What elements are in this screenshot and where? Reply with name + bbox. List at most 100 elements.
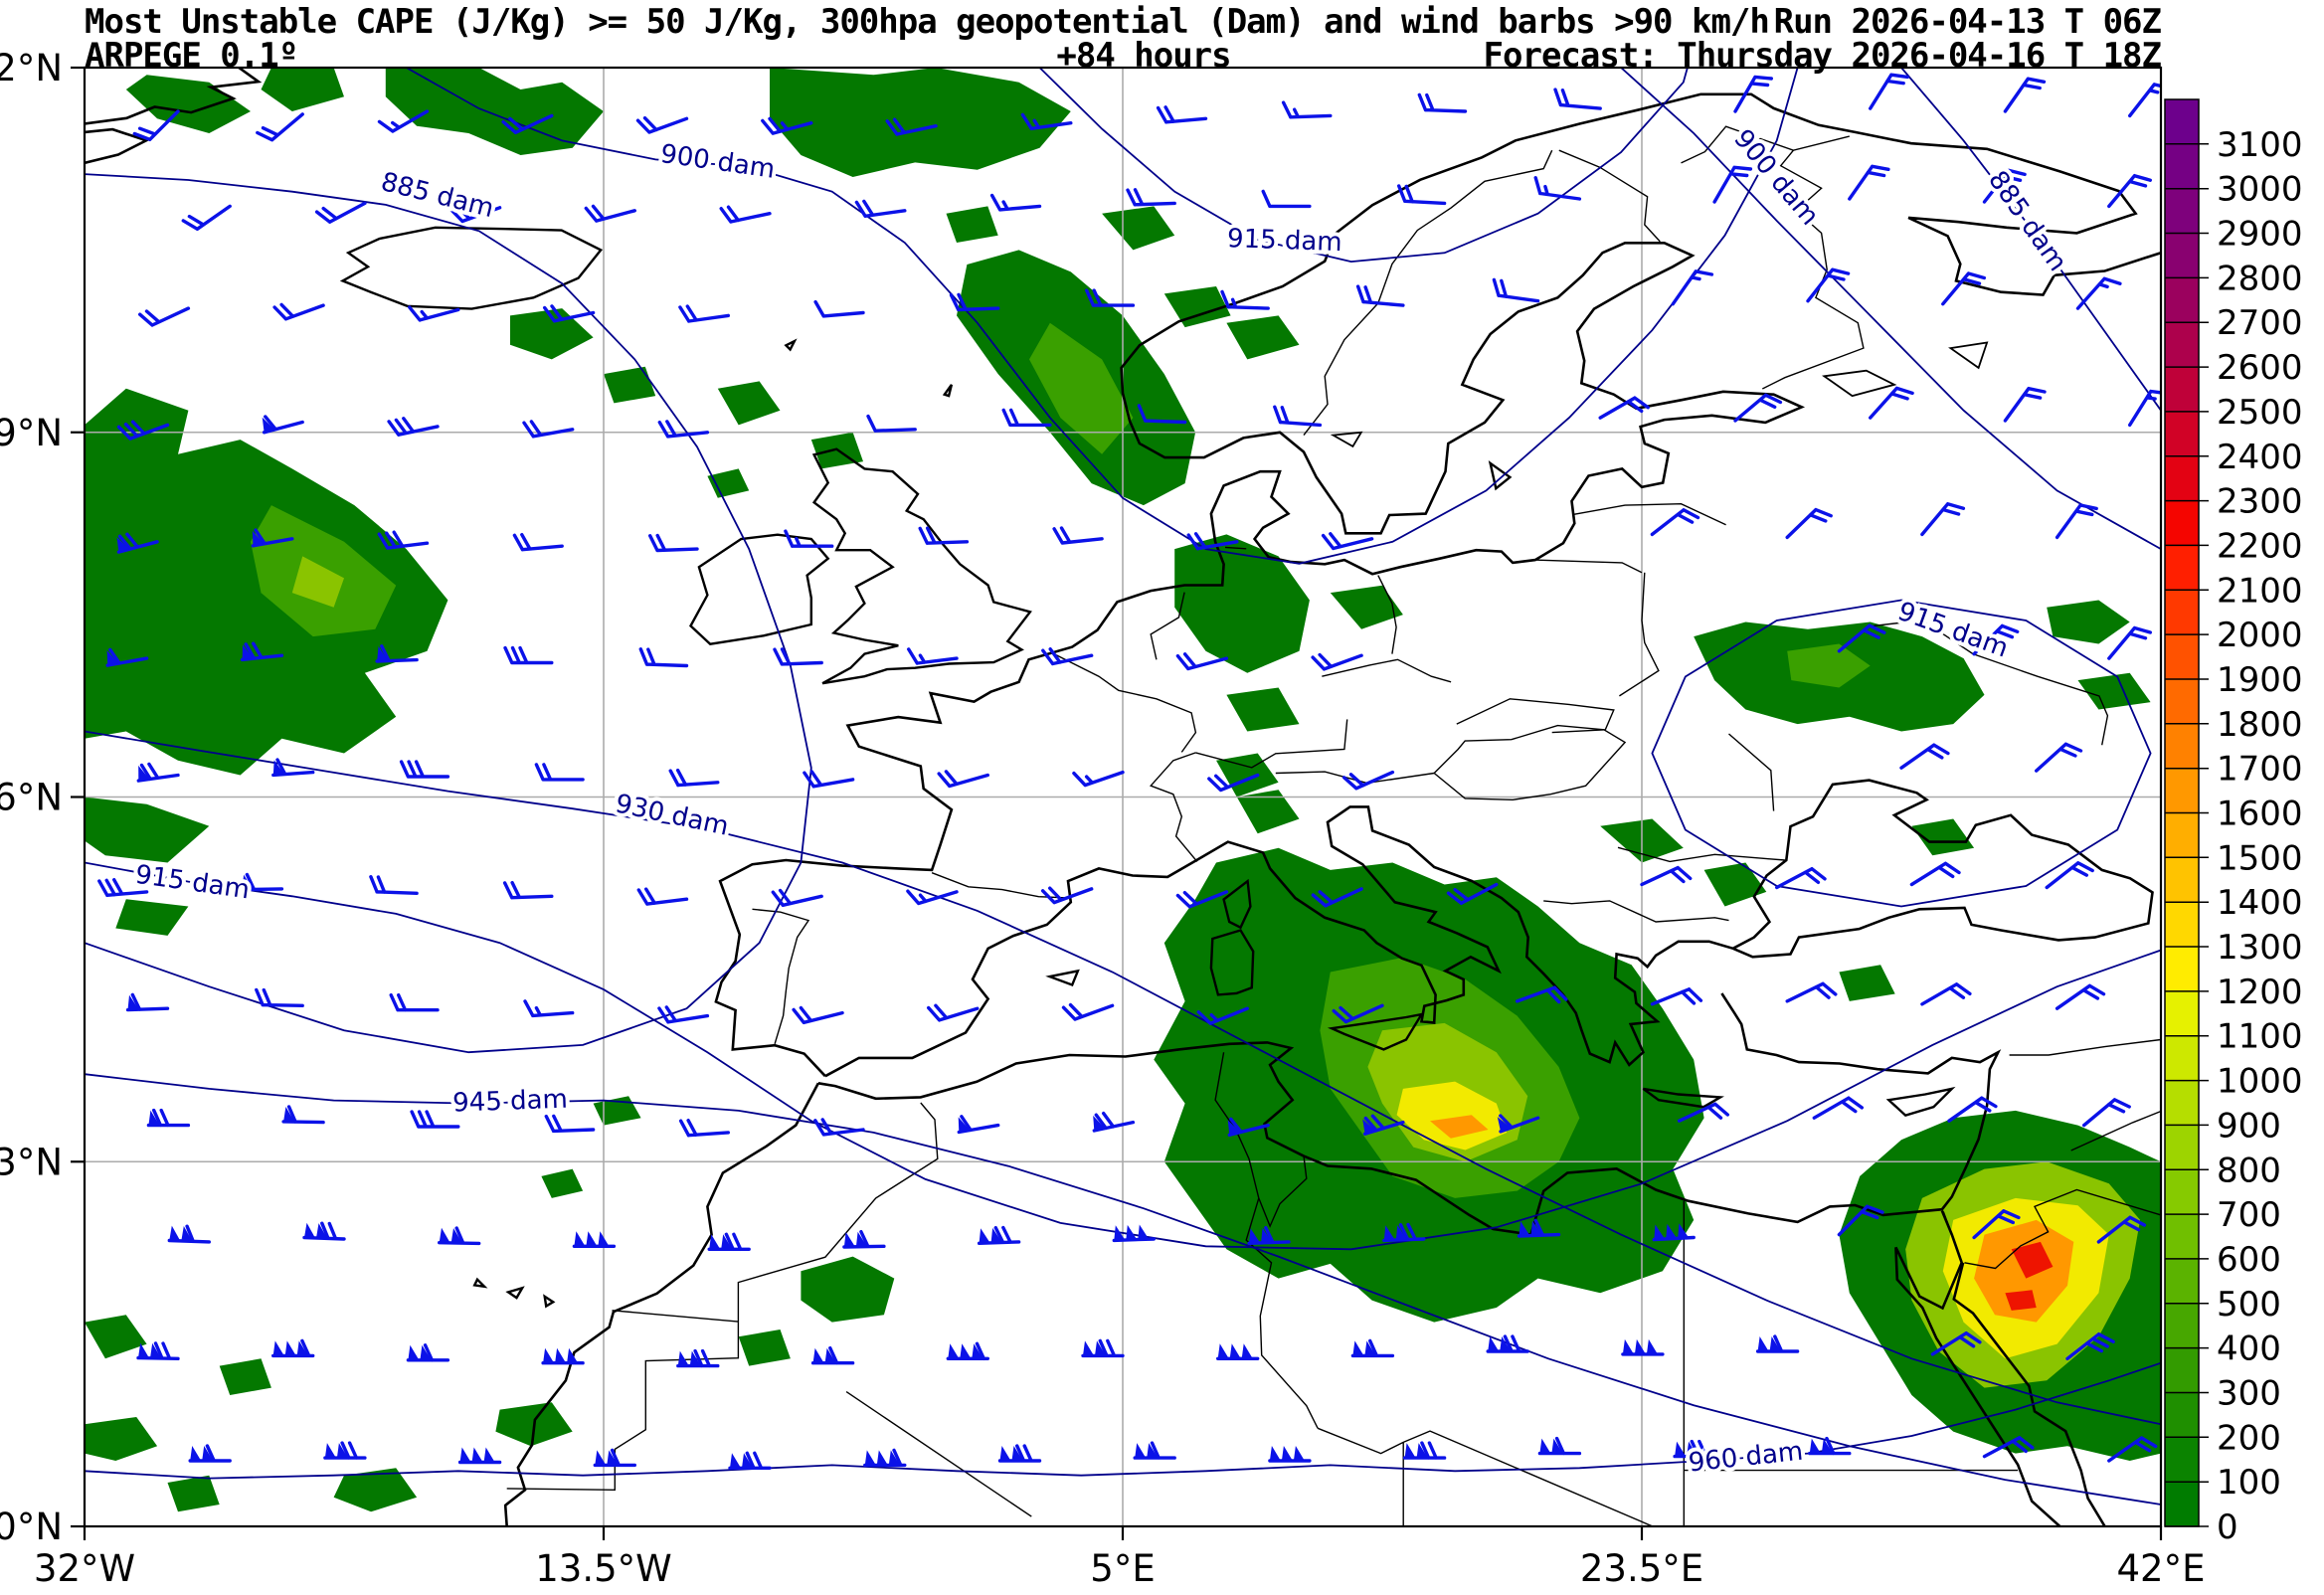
wind-barb xyxy=(2107,1436,2158,1463)
wind-barb xyxy=(1402,1441,1447,1460)
colorbar-band xyxy=(2165,1258,2199,1305)
wind-barb xyxy=(810,1346,855,1365)
wind-barb xyxy=(1061,1002,1115,1021)
wind-barb xyxy=(937,770,989,789)
colorbar-band xyxy=(2165,500,2199,546)
wind-barb xyxy=(2003,77,2047,113)
wind-barb xyxy=(406,1343,450,1362)
wind-barb xyxy=(1072,770,1125,788)
country-border xyxy=(1195,719,1348,769)
wind-barb xyxy=(657,1005,710,1024)
colorbar-band xyxy=(2165,99,2199,145)
wind-barb xyxy=(262,415,304,435)
wind-barb xyxy=(1930,1331,1982,1356)
country-border xyxy=(1053,652,1197,753)
colorbar-band xyxy=(2165,455,2199,502)
cape-region xyxy=(770,68,1071,177)
wind-barb xyxy=(181,204,232,231)
colorbar-band xyxy=(2165,947,2199,992)
colorbar-tick-label: 1300 xyxy=(2217,928,2303,968)
cape-region xyxy=(1102,206,1175,251)
cape-region xyxy=(85,1417,158,1461)
colorbar-band xyxy=(2165,1080,2199,1126)
wind-barb xyxy=(1733,75,1773,113)
cape-region xyxy=(738,1329,791,1366)
island-coastline xyxy=(1642,1087,1724,1109)
wind-barb xyxy=(678,1119,730,1138)
wind-barb xyxy=(2065,1332,2115,1360)
run-label: Run 2026-04-13 T 06Z xyxy=(1773,2,2162,42)
wind-barb xyxy=(1311,887,1363,908)
wind-barb xyxy=(544,1114,596,1134)
coastline xyxy=(1894,1247,2061,1526)
lead-time-label: +84 hours xyxy=(1056,36,1231,76)
wind-barb xyxy=(2035,742,2083,773)
colorbar-tick-label: 400 xyxy=(2217,1329,2281,1369)
wind-barb xyxy=(188,1444,232,1463)
colorbar-tick-label: 900 xyxy=(2217,1106,2281,1146)
cape-region xyxy=(1029,322,1134,454)
cape-region xyxy=(115,899,189,936)
cape-region xyxy=(593,1096,641,1126)
wind-barb xyxy=(2045,861,2094,890)
country-border xyxy=(1377,575,1397,654)
wind-barb xyxy=(281,1105,325,1125)
wind-barb xyxy=(2075,276,2122,310)
wind-barb xyxy=(1492,277,1540,303)
cape-layer xyxy=(85,68,2161,1512)
wind-barb xyxy=(256,112,304,142)
wind-barb xyxy=(132,109,180,141)
wind-barb xyxy=(2128,389,2161,428)
lon-tick-label: 42°E xyxy=(2117,1547,2206,1590)
wind-barb xyxy=(255,987,304,1007)
lat-tick-label: 33°N xyxy=(0,1141,63,1183)
wind-barb xyxy=(946,1341,989,1360)
colorbar-band xyxy=(2165,590,2199,635)
country-border xyxy=(752,908,810,1045)
colorbar-band xyxy=(2165,367,2199,413)
colorbar-tick-label: 3100 xyxy=(2217,125,2303,165)
coastline xyxy=(714,92,2161,1078)
wind-barb xyxy=(761,116,813,135)
wind-barb xyxy=(1417,92,1468,113)
wind-barb xyxy=(1671,269,1714,306)
colorbar-band xyxy=(2165,1482,2199,1527)
wind-barb xyxy=(1137,404,1187,425)
wind-barb xyxy=(1516,985,1568,1004)
colorbar-band xyxy=(2165,1169,2199,1215)
country-border xyxy=(1942,1211,1963,1262)
wind-barb xyxy=(271,758,315,778)
colorbar-band xyxy=(2165,768,2199,813)
wind-barb xyxy=(1848,164,1890,201)
wind-barb xyxy=(503,645,554,665)
wind-barb xyxy=(541,1347,585,1365)
country-border xyxy=(845,1391,1032,1517)
colorbar-tick-label: 2700 xyxy=(2217,303,2303,343)
country-border xyxy=(1681,125,1850,164)
wind-barb xyxy=(638,647,689,668)
coastline xyxy=(85,68,263,125)
wind-barb xyxy=(1196,1006,1249,1025)
wind-barb xyxy=(719,205,772,224)
cape-region xyxy=(85,1315,147,1359)
wind-barb xyxy=(1947,1096,1998,1123)
wind-barb xyxy=(138,306,191,327)
lake-outline xyxy=(1948,341,1989,370)
colorbar-tick-label: 2900 xyxy=(2217,215,2303,255)
wind-barb xyxy=(314,201,367,224)
island-coastline xyxy=(784,338,798,352)
colorbar-tick-label: 1700 xyxy=(2217,750,2303,790)
wind-barb xyxy=(2055,503,2098,540)
geopotential-contour xyxy=(1900,68,2161,412)
wind-barb xyxy=(1497,1114,1540,1134)
wind-barb xyxy=(657,420,710,439)
country-border xyxy=(2070,1110,2161,1152)
wind-barb xyxy=(707,1232,751,1251)
wind-barb xyxy=(1808,1436,1852,1456)
cape-region xyxy=(2011,1241,2054,1279)
wind-barb xyxy=(957,1115,1000,1135)
colorbar-tick-label: 2300 xyxy=(2217,482,2303,522)
wind-barb xyxy=(1621,1338,1665,1356)
wind-barb xyxy=(803,770,855,789)
wind-barb xyxy=(1972,1209,2021,1240)
